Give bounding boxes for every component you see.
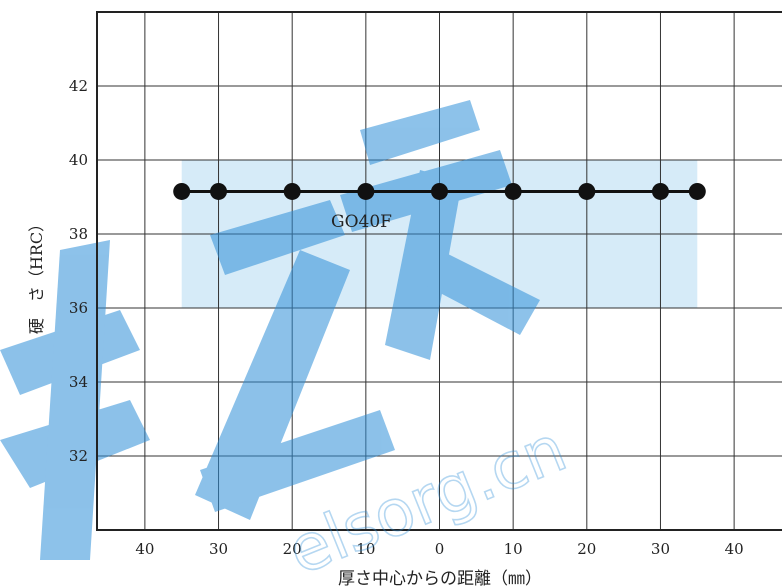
watermark-stroke [200, 410, 395, 512]
y-axis-label: 硬 さ（HRC） [27, 216, 46, 334]
watermark-stroke [40, 240, 110, 560]
plot-frame [96, 11, 782, 531]
y-tick-label: 40 [69, 151, 88, 169]
x-tick-label: 20 [283, 540, 302, 558]
x-tick-label: 30 [209, 540, 228, 558]
y-tick-label: 42 [69, 77, 88, 95]
y-tick-label: 34 [69, 373, 88, 391]
x-tick-label: 0 [435, 540, 445, 558]
x-tick-label: 40 [135, 540, 154, 558]
watermark-stroke [360, 100, 480, 165]
y-tick-label: 38 [69, 225, 88, 243]
data-point [651, 182, 669, 200]
watermark-stroke [425, 250, 540, 335]
data-point [688, 182, 706, 200]
series-label-go40f: GO40F [331, 212, 392, 232]
watermark-stroke [195, 250, 350, 520]
y-axis-label-text: 硬 さ（HRC） [27, 216, 46, 334]
data-point [210, 182, 228, 200]
data-point [173, 182, 191, 200]
data-point [357, 182, 375, 200]
x-tick-label: 10 [356, 540, 375, 558]
x-tick-label: 40 [725, 540, 744, 558]
data-point [578, 182, 596, 200]
x-tick-label: 10 [504, 540, 523, 558]
watermark-stroke [385, 170, 462, 360]
data-point [431, 182, 448, 200]
x-axis-label: 厚さ中心からの距離（㎜） [338, 569, 542, 588]
x-tick-label: 20 [577, 540, 596, 558]
y-tick-label: 36 [69, 299, 88, 317]
x-tick-label: 30 [651, 540, 670, 558]
y-tick-label: 32 [69, 447, 88, 465]
watermark-stroke [210, 200, 345, 275]
data-point [283, 182, 301, 200]
data-point [504, 182, 522, 200]
